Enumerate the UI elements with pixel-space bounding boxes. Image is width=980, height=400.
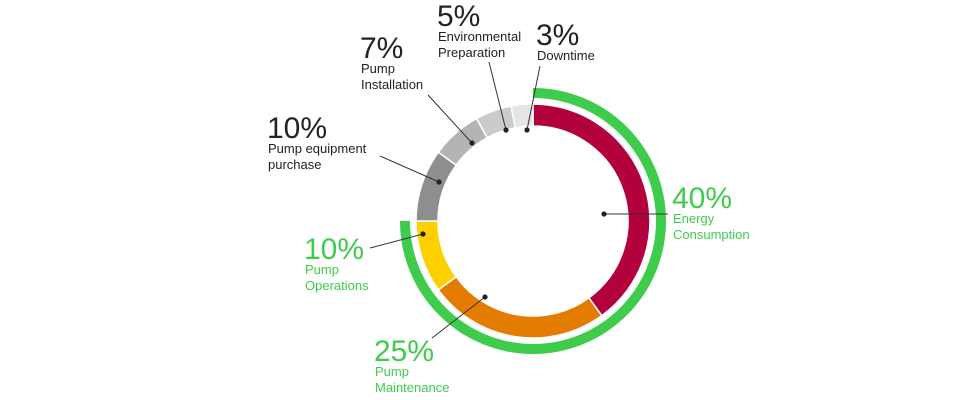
value-label-energy-consumption: 40%	[672, 182, 732, 215]
category-label-downtime: Downtime	[537, 48, 595, 63]
slice-pump-equipment-purchase	[415, 151, 458, 222]
leader-line-pump-equipment-purchase	[379, 155, 440, 183]
leader-line-layer	[369, 61, 668, 339]
category-label-environmental-preparation: Environmental	[438, 29, 521, 44]
leader-line-pump-operations	[369, 233, 424, 249]
leader-dot-energy-consumption	[601, 211, 607, 217]
slice-downtime	[510, 103, 534, 129]
category-label-pump-installation: Pump	[361, 61, 395, 76]
category-label-pump-operations: Operations	[305, 278, 369, 293]
category-label-energy-consumption: Consumption	[673, 227, 750, 242]
category-label-pump-equipment-purchase: purchase	[268, 157, 321, 172]
slice-layer	[415, 103, 651, 339]
leader-dot-pump-installation	[469, 140, 475, 146]
leader-dot-environmental-preparation	[503, 127, 509, 133]
value-label-pump-equipment-purchase: 10%	[267, 112, 327, 145]
leader-dot-downtime	[524, 127, 530, 133]
leader-line-downtime	[526, 65, 541, 131]
category-label-pump-equipment-purchase: Pump equipment	[268, 141, 367, 156]
value-label-downtime: 3%	[536, 19, 579, 52]
highlight-ring	[400, 88, 666, 354]
leader-line-pump-installation	[427, 94, 473, 144]
category-label-pump-installation: Installation	[361, 77, 423, 92]
category-label-pump-maintenance: Maintenance	[375, 380, 449, 395]
leader-line-environmental-preparation	[488, 61, 507, 131]
leader-line-pump-maintenance	[431, 296, 486, 339]
label-layer: 40%EnergyConsumption25%PumpMaintenance10…	[267, 0, 750, 395]
value-label-pump-maintenance: 25%	[374, 335, 434, 368]
value-label-pump-operations: 10%	[304, 233, 364, 266]
category-label-pump-operations: Pump	[305, 262, 339, 277]
category-label-pump-maintenance: Pump	[375, 364, 409, 379]
value-label-environmental-preparation: 5%	[437, 0, 480, 33]
value-label-pump-installation: 7%	[360, 32, 403, 65]
category-label-environmental-preparation: Preparation	[438, 45, 505, 60]
leader-dot-pump-maintenance	[482, 294, 488, 300]
highlight-ring-layer	[400, 88, 666, 354]
leader-dot-pump-operations	[420, 231, 426, 237]
leader-dot-pump-equipment-purchase	[436, 179, 442, 185]
category-label-energy-consumption: Energy	[673, 211, 715, 226]
